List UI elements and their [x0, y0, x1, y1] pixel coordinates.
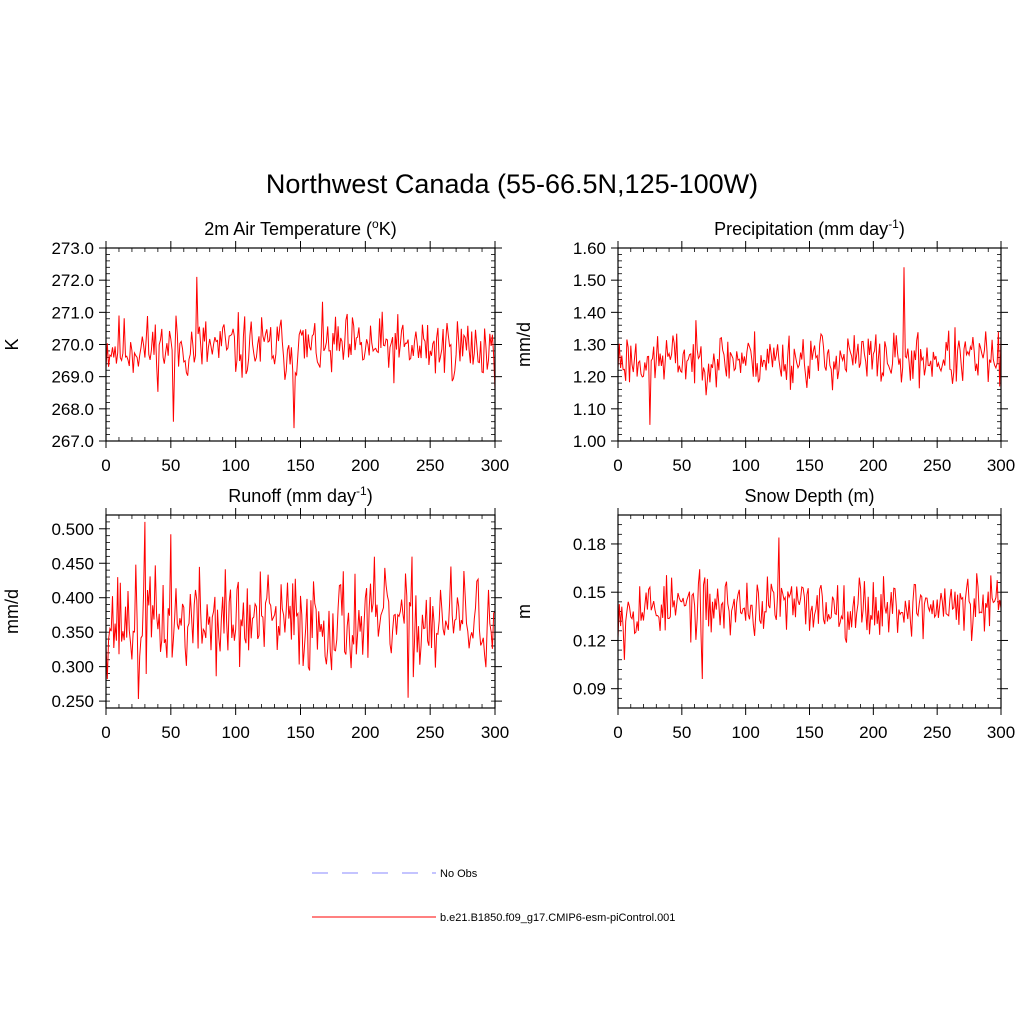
x-tick-label: 50 [161, 456, 180, 475]
x-tick-label: 300 [481, 456, 509, 475]
x-tick-label: 0 [613, 456, 622, 475]
y-tick-label: 1.40 [573, 303, 606, 322]
panel-title-tail: ) [367, 486, 373, 506]
panel-2: Precipitation (mm day-1) mm/d 0 50 100 150 200… [514, 217, 1015, 475]
x-tick-label: 0 [613, 723, 622, 742]
plot-frame [617, 247, 1002, 442]
y-tick-label: 1.00 [573, 432, 606, 451]
legend-label: b.e21.B1850.f09_g17.CMIP6-esm-piControl.… [440, 912, 675, 924]
y-tick-label: 0.18 [573, 535, 606, 554]
y-tick-label: 271.0 [51, 303, 94, 322]
y-tick-label: 270.0 [51, 336, 94, 355]
y-tick-label: 0.350 [51, 623, 94, 642]
panels: 2m Air Temperature (oK) K 0 50 100 150 200 250 3… [2, 217, 1015, 742]
x-tick-label: 100 [731, 456, 759, 475]
x-tick-label: 300 [481, 723, 509, 742]
y-tick-label: 272.0 [51, 271, 94, 290]
panel-title: 2m Air Temperature (oK) [204, 217, 396, 239]
y-tick-label: 0.09 [573, 680, 606, 699]
x-tick-label: 100 [221, 723, 249, 742]
panel-title: Runoff (mm day-1) [228, 484, 372, 506]
y-tick-label: 1.20 [573, 368, 606, 387]
x-tick-label: 0 [101, 723, 110, 742]
x-tick-label: 250 [416, 723, 444, 742]
x-tick-label: 0 [101, 456, 110, 475]
x-tick-label: 150 [795, 456, 823, 475]
y-tick-label: 273.0 [51, 239, 94, 258]
y-axis-label: mm/d [514, 322, 534, 367]
series-line [105, 276, 496, 429]
panel-title-text: 2m Air Temperature ( [204, 219, 372, 239]
panel-title-superscript: -1 [888, 217, 899, 231]
x-tick-label: 300 [987, 456, 1015, 475]
x-tick-label: 50 [672, 456, 691, 475]
x-tick-label: 100 [731, 723, 759, 742]
panel-title: Precipitation (mm day-1) [714, 217, 905, 239]
figure-title: Northwest Canada (55-66.5N,125-100W) [266, 169, 758, 199]
x-tick-label: 50 [672, 723, 691, 742]
y-tick-label: 0.300 [51, 658, 94, 677]
panel-title-tail: ) [899, 219, 905, 239]
x-tick-label: 200 [859, 723, 887, 742]
y-tick-label: 0.15 [573, 583, 606, 602]
x-tick-label: 250 [923, 456, 951, 475]
series-line [617, 537, 1002, 680]
x-tick-label: 50 [161, 723, 180, 742]
x-tick-label: 200 [351, 456, 379, 475]
legend: No Obs b.e21.B1850.f09_g17.CMIP6-esm-piCo… [312, 868, 675, 924]
y-axis-label: m [514, 604, 534, 619]
minor-ticks [617, 247, 1002, 442]
panel-4: Snow Depth (m) m 0 50 100 150 200 250 300 0.09 0.1… [514, 486, 1015, 742]
y-tick-label: 0.12 [573, 631, 606, 650]
y-tick-label: 1.60 [573, 239, 606, 258]
y-tick-label: 267.0 [51, 432, 94, 451]
legend-label: No Obs [440, 868, 478, 880]
x-tick-label: 200 [859, 456, 887, 475]
y-axis-label: mm/d [2, 589, 22, 634]
plot-frame [105, 514, 496, 709]
x-tick-label: 150 [286, 456, 314, 475]
plot-frame [617, 514, 1002, 709]
series-line [105, 521, 496, 700]
x-tick-label: 300 [987, 723, 1015, 742]
y-tick-label: 0.500 [51, 520, 94, 539]
x-tick-label: 250 [923, 723, 951, 742]
x-tick-label: 100 [221, 456, 249, 475]
panel-title-text: Runoff (mm day [228, 486, 356, 506]
x-tick-label: 150 [795, 723, 823, 742]
y-tick-label: 0.400 [51, 589, 94, 608]
legend-item-1: No Obs [312, 868, 478, 880]
panel-3: Runoff (mm day-1) mm/d 0 50 100 150 200 250 300 0… [2, 484, 509, 742]
y-tick-label: 0.450 [51, 554, 94, 573]
panel-title-text: Snow Depth (m) [744, 486, 874, 506]
y-axis-label: K [2, 338, 22, 350]
y-tick-label: 1.30 [573, 336, 606, 355]
series-line [617, 267, 1002, 425]
panel-title-tail: K) [379, 219, 397, 239]
panel-title-superscript: o [372, 217, 379, 231]
legend-item-2: b.e21.B1850.f09_g17.CMIP6-esm-piControl.… [312, 912, 675, 924]
x-tick-label: 200 [351, 723, 379, 742]
y-tick-label: 0.250 [51, 692, 94, 711]
panel-title: Snow Depth (m) [744, 486, 874, 506]
plot-frame [105, 247, 496, 442]
x-tick-label: 150 [286, 723, 314, 742]
y-tick-label: 1.50 [573, 271, 606, 290]
y-tick-label: 269.0 [51, 368, 94, 387]
y-tick-label: 1.10 [573, 400, 606, 419]
panel-title-superscript: -1 [356, 484, 367, 498]
y-tick-label: 268.0 [51, 400, 94, 419]
panel-title-text: Precipitation (mm day [714, 219, 888, 239]
panel-1: 2m Air Temperature (oK) K 0 50 100 150 200 250 3… [2, 217, 509, 475]
x-tick-label: 250 [416, 456, 444, 475]
